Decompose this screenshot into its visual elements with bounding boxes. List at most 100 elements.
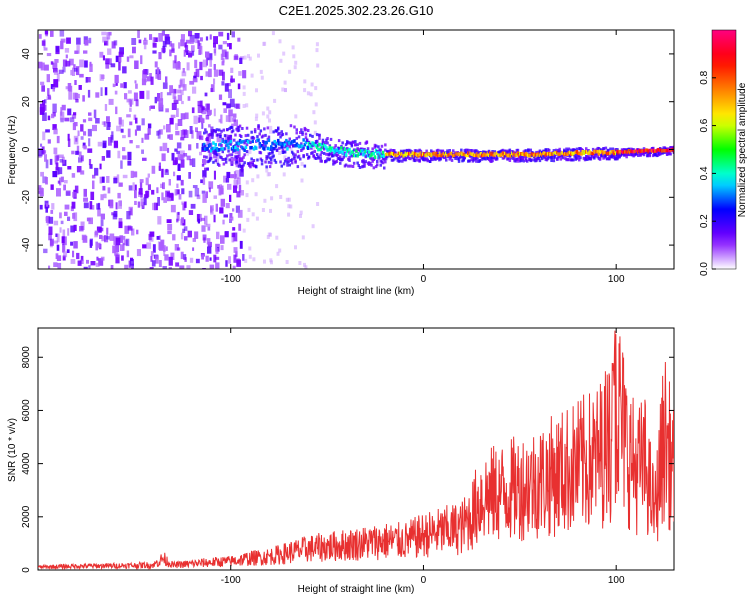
- heatmap-cell: [113, 140, 118, 148]
- heatmap-cell: [250, 130, 253, 134]
- heatmap-cell: [209, 257, 212, 261]
- heatmap-cell: [205, 36, 209, 41]
- heatmap-cell: [226, 128, 229, 132]
- heatmap-cell: [185, 39, 191, 44]
- heatmap-cell: [83, 202, 89, 209]
- heatmap-cell: [220, 144, 223, 147]
- heatmap-cell: [104, 235, 109, 243]
- heatmap-cell: [242, 254, 245, 261]
- heatmap-cell: [292, 54, 296, 59]
- heatmap-cell: [448, 149, 451, 152]
- heatmap-cell: [53, 68, 58, 73]
- heatmap-cell: [233, 119, 238, 127]
- heatmap-cell: [69, 58, 74, 66]
- heatmap-cell: [458, 155, 462, 159]
- heatmap-cell: [285, 132, 288, 136]
- heatmap-cell: [270, 161, 273, 165]
- heatmap-cell: [312, 154, 315, 158]
- heatmap-cell: [150, 76, 154, 85]
- heatmap-cell: [244, 134, 248, 138]
- heatmap-cell: [89, 238, 93, 246]
- heatmap-cell: [176, 189, 180, 195]
- heatmap-cell: [50, 184, 54, 190]
- colorbar-tick-label: 0.0: [699, 262, 710, 276]
- heatmap-cell: [67, 108, 72, 116]
- heatmap-cell: [384, 143, 387, 147]
- heatmap-cell: [224, 157, 228, 161]
- heatmap-cell: [207, 53, 213, 61]
- heatmap-cell: [303, 142, 307, 147]
- heatmap-cell: [56, 233, 60, 243]
- heatmap-cell: [238, 71, 242, 76]
- heatmap-cell: [523, 155, 527, 159]
- heatmap-cell: [89, 164, 93, 169]
- heatmap-cell: [87, 89, 91, 98]
- heatmap-cell: [169, 134, 173, 140]
- heatmap-cell: [106, 236, 110, 240]
- heatmap-cell: [110, 265, 114, 269]
- heatmap-cell: [255, 165, 258, 169]
- heatmap-cell: [180, 34, 185, 42]
- heatmap-cell: [177, 89, 182, 94]
- heatmap-cell: [207, 226, 211, 231]
- heatmap-cell: [59, 111, 65, 121]
- heatmap-cell: [106, 150, 111, 158]
- heatmap-cell: [161, 168, 164, 178]
- heatmap-cell: [192, 247, 195, 251]
- heatmap-cell: [293, 155, 296, 159]
- heatmap-cell: [491, 159, 494, 163]
- figure-title: C2E1.2025.302.23.26.G10: [279, 3, 434, 18]
- y-tick-label: 2000: [21, 505, 32, 528]
- heatmap-cell: [239, 157, 244, 163]
- heatmap-cell: [84, 60, 88, 68]
- heatmap-cell: [285, 158, 288, 162]
- heatmap-cell: [149, 34, 153, 40]
- heatmap-cell: [297, 154, 301, 158]
- heatmap-cell: [237, 209, 243, 218]
- heatmap-cell: [180, 78, 185, 88]
- heatmap-cell: [160, 92, 163, 101]
- heatmap-cell: [213, 195, 217, 199]
- heatmap-cell: [369, 162, 372, 165]
- heatmap-cell: [273, 142, 276, 146]
- heatmap-cell: [128, 260, 131, 268]
- heatmap-cell: [188, 190, 193, 198]
- heatmap-cell: [216, 231, 220, 240]
- heatmap-cell: [72, 67, 75, 76]
- heatmap-cell: [287, 212, 291, 217]
- heatmap-cell: [197, 218, 200, 224]
- heatmap-cell: [189, 126, 193, 134]
- heatmap-cell: [114, 74, 119, 84]
- heatmap-cell: [229, 98, 235, 108]
- heatmap-cell: [172, 93, 176, 100]
- heatmap-cell: [274, 144, 278, 148]
- spectrogram-cells: [38, 30, 674, 269]
- heatmap-cell: [60, 176, 64, 183]
- y-tick-label: 0: [21, 146, 32, 152]
- heatmap-cell: [261, 134, 265, 138]
- heatmap-cell: [238, 124, 242, 128]
- heatmap-cell: [62, 245, 66, 252]
- colorbar-tick-label: 0.6: [699, 118, 710, 132]
- heatmap-cell: [87, 128, 92, 137]
- heatmap-cell: [68, 85, 73, 92]
- heatmap-cell: [76, 45, 80, 54]
- heatmap-cell: [53, 79, 59, 88]
- heatmap-cell: [289, 124, 293, 128]
- heatmap-cell: [255, 113, 259, 118]
- heatmap-cell: [561, 156, 565, 160]
- heatmap-cell: [192, 86, 197, 94]
- heatmap-cell: [593, 156, 596, 160]
- heatmap-cell: [230, 153, 234, 157]
- heatmap-cell: [232, 265, 236, 269]
- heatmap-cell: [72, 92, 77, 100]
- heatmap-cell: [239, 57, 243, 64]
- heatmap-cell: [78, 151, 82, 157]
- heatmap-cell: [43, 47, 48, 51]
- heatmap-cell: [192, 185, 198, 189]
- heatmap-cell: [412, 157, 416, 161]
- heatmap-cell: [161, 47, 166, 53]
- heatmap-cell: [550, 156, 553, 160]
- heatmap-cell: [235, 251, 238, 257]
